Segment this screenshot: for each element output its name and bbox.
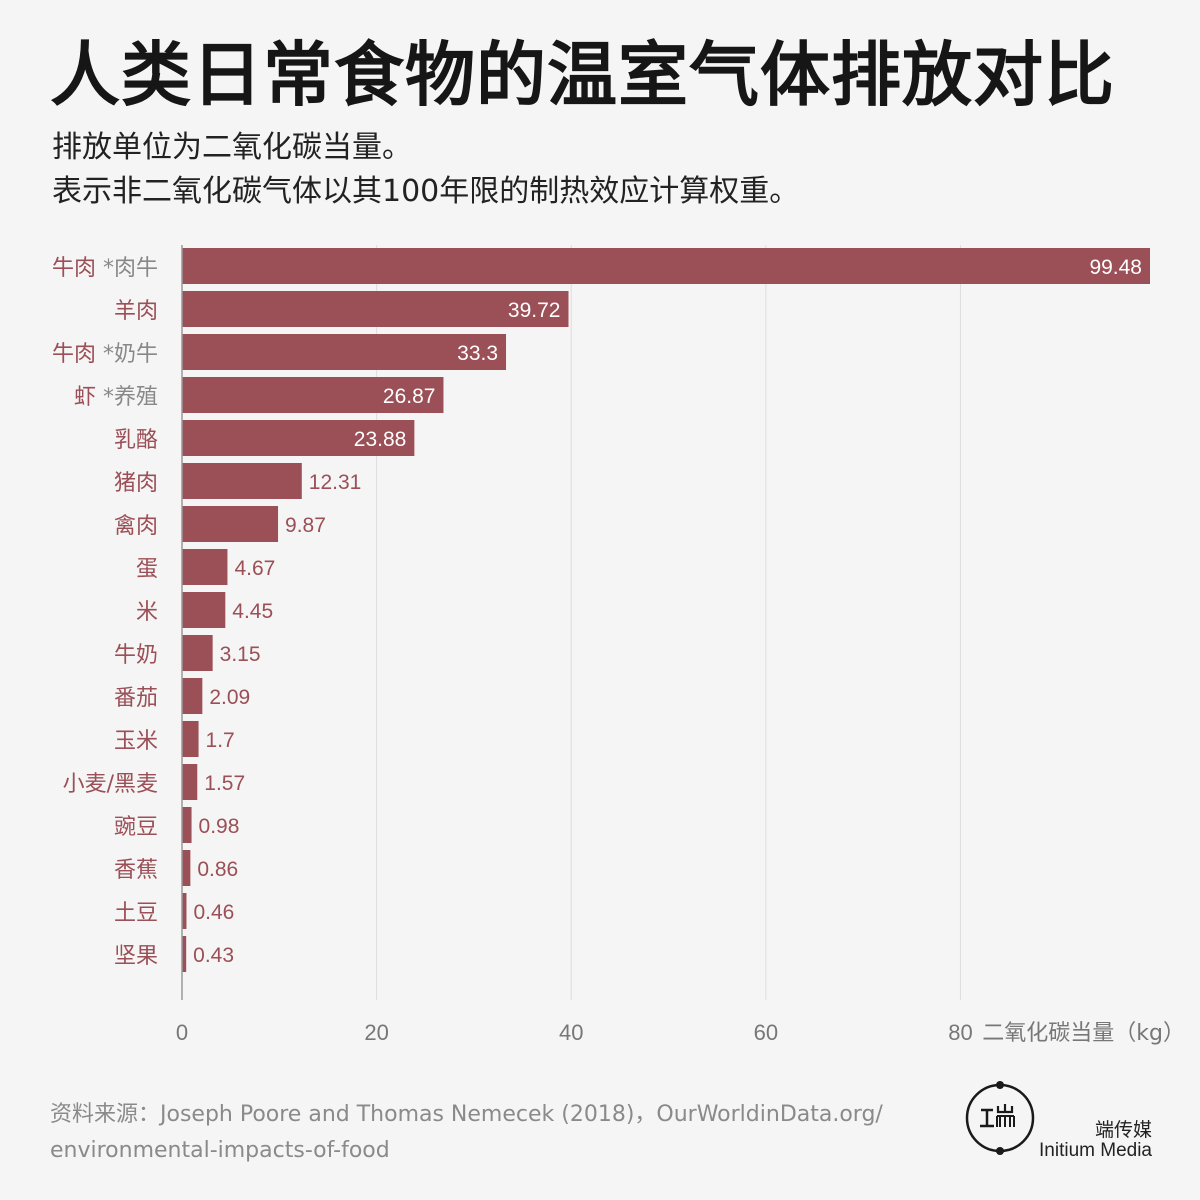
bar-value-label: 23.88: [354, 428, 407, 451]
category-label: 虾 *养殖: [74, 385, 158, 410]
x-tick-label: 0: [176, 1020, 188, 1045]
bar: [182, 807, 192, 843]
category-note: *养殖: [103, 385, 158, 410]
category-note: *奶牛: [103, 342, 158, 367]
bar-value-label: 1.7: [206, 729, 235, 752]
bar-value-label: 0.86: [197, 858, 238, 881]
initium-logo-icon: [965, 1081, 1035, 1155]
bar-value-label: 2.09: [209, 686, 250, 709]
bar: [182, 334, 507, 370]
category-label: 乳酪: [114, 428, 158, 453]
bar: [182, 893, 187, 929]
chart-subtitle-line1: 排放单位为二氧化碳当量。: [52, 130, 412, 165]
bar: [182, 764, 198, 800]
bar-value-label: 26.87: [383, 385, 436, 408]
category-label: 坚果: [114, 944, 158, 969]
source-note: 资料来源：Joseph Poore and Thomas Nemecek (20…: [50, 1102, 883, 1163]
x-tick-label: 80: [948, 1020, 972, 1045]
bar-value-label: 0.43: [193, 944, 234, 967]
bar: [182, 592, 226, 628]
category-label: 豌豆: [114, 815, 158, 840]
bar-value-label: 0.46: [193, 901, 234, 924]
category-label: 牛奶: [114, 643, 158, 668]
category-label: 玉米: [114, 729, 158, 754]
bar-value-label: 99.48: [1089, 256, 1142, 279]
brand-name-en: Initium Media: [1039, 1140, 1152, 1161]
x-tick-label: 40: [559, 1020, 583, 1045]
bar-value-label: 4.67: [234, 557, 275, 580]
bar: [182, 248, 1150, 284]
bar: [182, 291, 569, 327]
category-label: 牛肉 *奶牛: [52, 342, 158, 367]
category-label: 小麦/黑麦: [63, 772, 158, 797]
chart-title: 人类日常食物的温室气体排放对比: [50, 34, 1115, 116]
bar: [182, 549, 228, 585]
chart-subtitle-line2: 表示非二氧化碳气体以其100年限的制热效应计算权重。: [52, 174, 800, 209]
bar: [182, 420, 415, 456]
brand-name-cn: 端传媒: [1094, 1119, 1152, 1141]
category-label: 牛肉 *肉牛: [52, 256, 158, 281]
bar: [182, 850, 191, 886]
category-label: 猪肉: [114, 471, 158, 496]
bar-value-label: 4.45: [232, 600, 273, 623]
category-label: 香蕉: [114, 858, 158, 883]
bar: [182, 463, 302, 499]
category-label: 蛋: [136, 557, 158, 582]
bar-chart: 0 20 40 60 80 二氧化碳当量（kg） 99.48 牛肉 *肉牛 39.72 羊肉 33.…: [52, 245, 1185, 1046]
bar-value-label: 9.87: [285, 514, 326, 537]
x-tick-label: 20: [364, 1020, 388, 1045]
bar: [182, 506, 279, 542]
x-tick-label: 60: [754, 1020, 778, 1045]
bar: [182, 721, 199, 757]
bar: [182, 377, 444, 413]
category-label: 羊肉: [114, 299, 158, 324]
bar-value-label: 0.98: [199, 815, 240, 838]
category-label: 土豆: [114, 901, 158, 926]
category-label: 禽肉: [114, 514, 158, 539]
bar: [182, 936, 187, 972]
category-note: *肉牛: [103, 256, 158, 281]
bar-value-label: 33.3: [457, 342, 498, 365]
category-label: 米: [136, 600, 158, 625]
category-label: 番茄: [114, 686, 158, 711]
x-axis-label: 二氧化碳当量（kg）: [982, 1021, 1185, 1046]
bar-value-label: 12.31: [309, 471, 362, 494]
bar-value-label: 1.57: [204, 772, 245, 795]
bar: [182, 678, 203, 714]
bar: [182, 635, 213, 671]
bar-value-label: 39.72: [508, 299, 561, 322]
bar-value-label: 3.15: [220, 643, 261, 666]
